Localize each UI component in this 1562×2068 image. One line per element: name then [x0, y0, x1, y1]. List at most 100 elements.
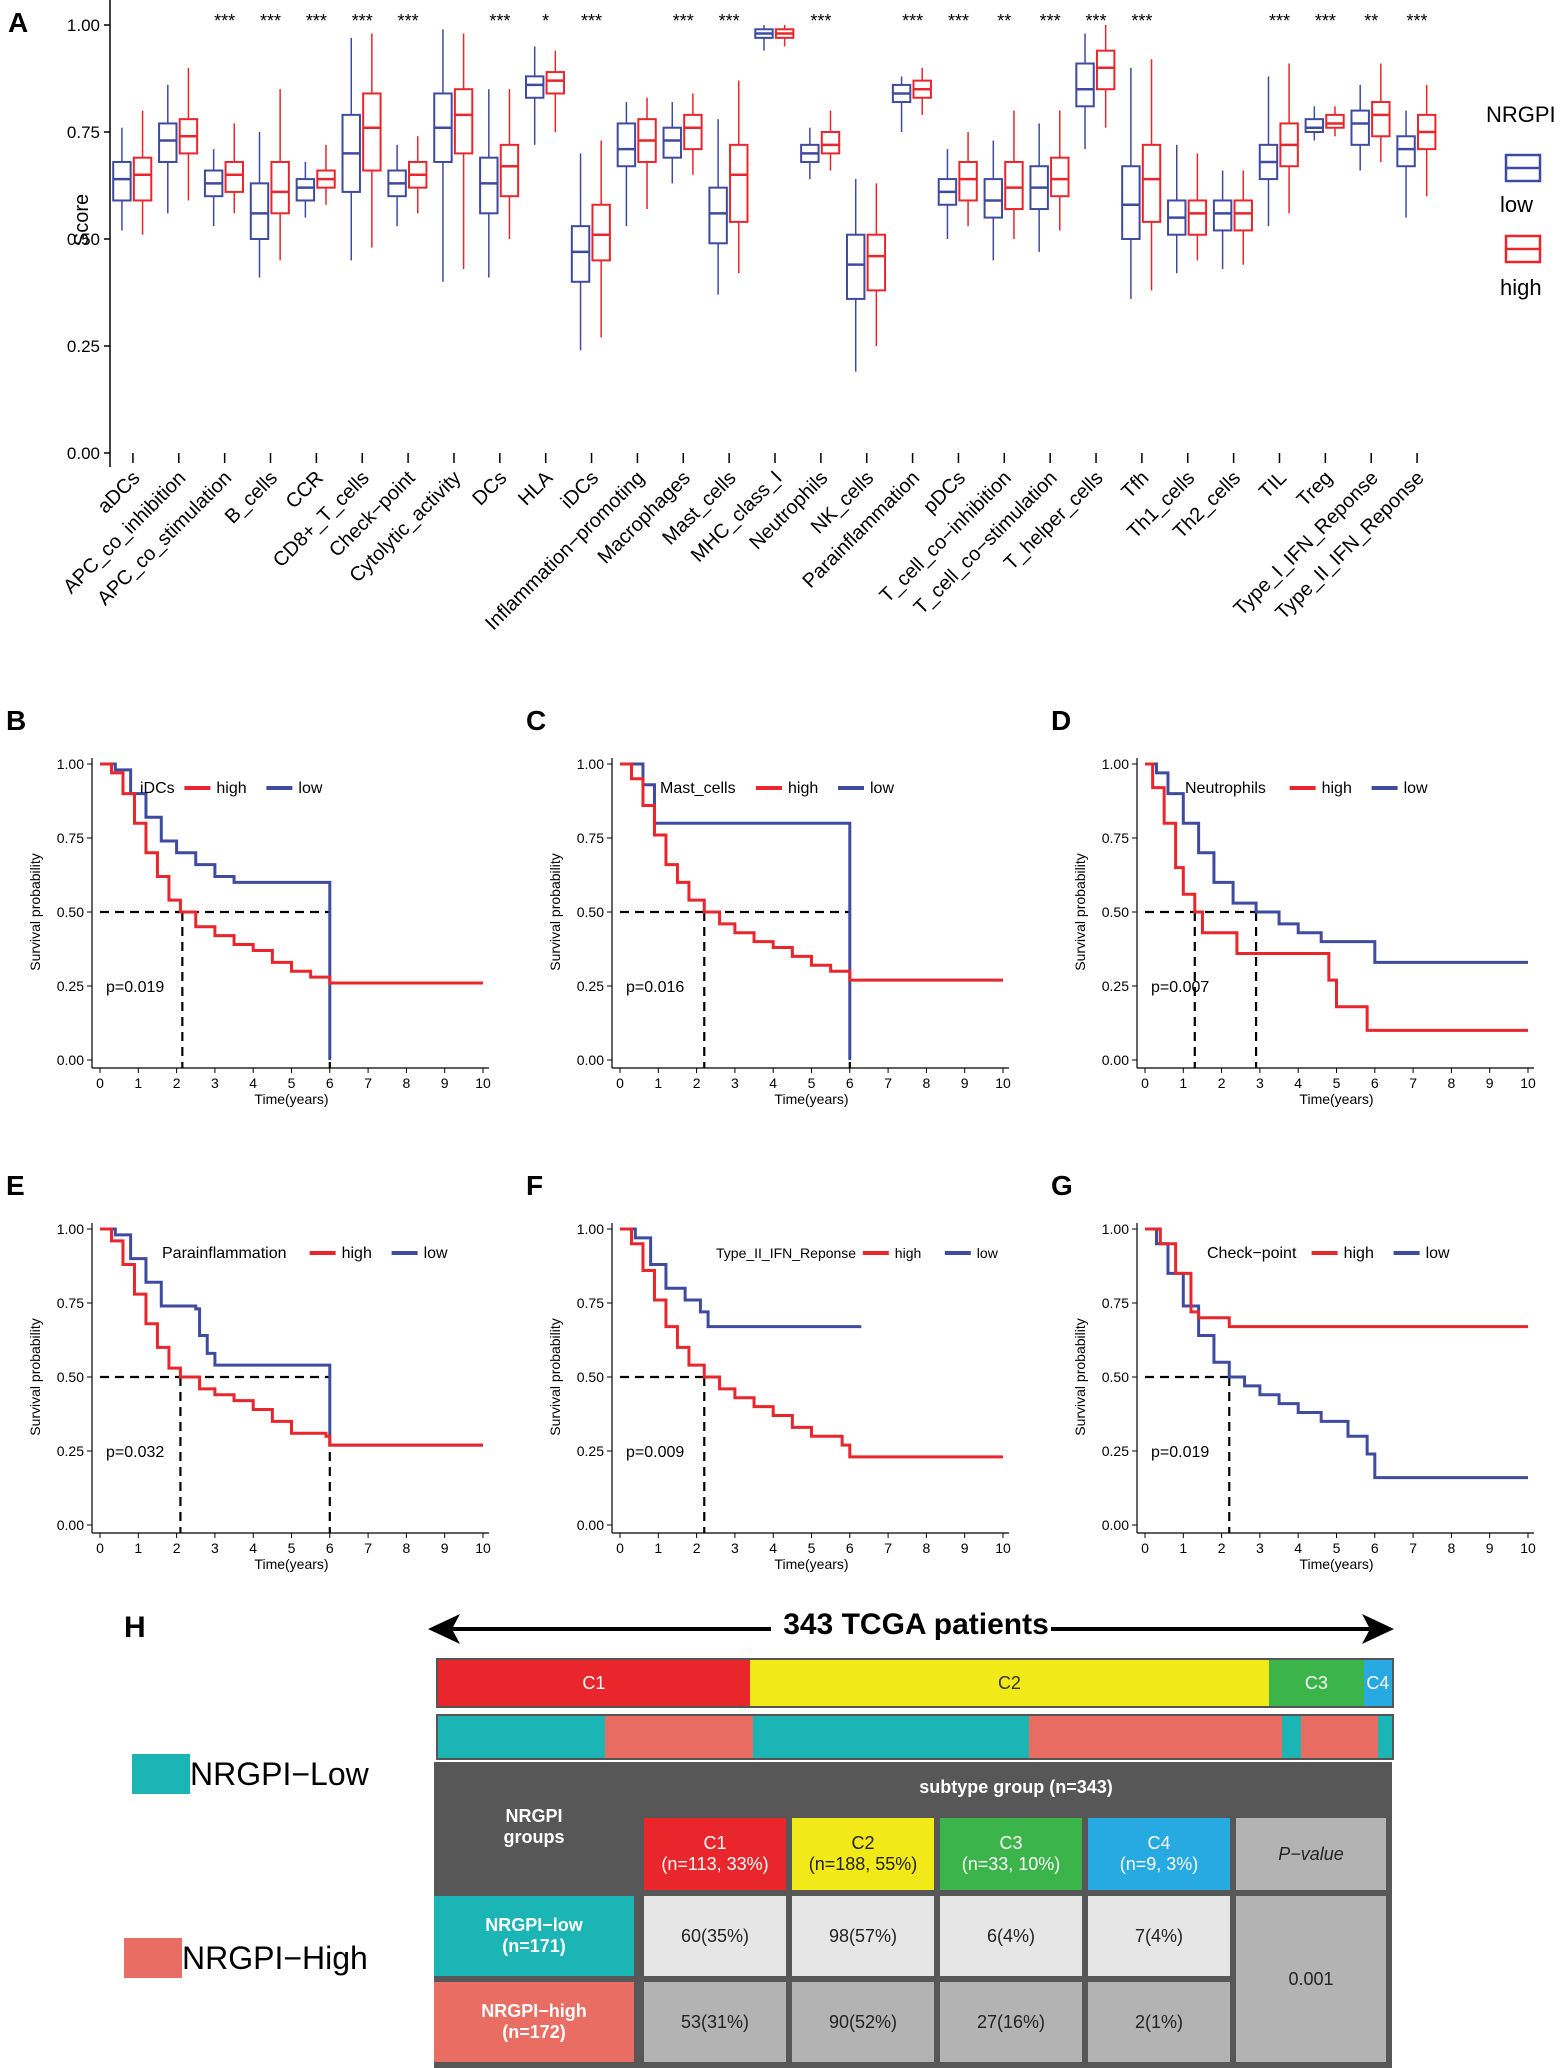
box-rect — [846, 233, 866, 300]
x-tick-label: 6 — [846, 1075, 854, 1091]
x-axis-label: Time(years) — [774, 1556, 848, 1572]
y-tick-label: 0.75 — [1102, 830, 1129, 846]
y-tick-label: 0.25 — [67, 337, 100, 356]
row-label-nrgpi−low: NRGPI−low (n=171) — [434, 1896, 634, 1976]
box-rect — [958, 160, 978, 202]
x-tick-label: 3 — [731, 1075, 739, 1091]
significance-label: *** — [1086, 11, 1107, 31]
box-rect — [591, 203, 611, 262]
km-curve-high — [1145, 762, 1528, 1032]
x-tick-label: 10 — [1520, 1075, 1536, 1091]
box-rect — [683, 113, 703, 151]
box-high — [1279, 63, 1299, 214]
box-rect — [708, 186, 728, 245]
y-tick-label: 0.75 — [1102, 1295, 1129, 1311]
x-tick-label: 8 — [403, 1075, 411, 1091]
x-tick-label: 3 — [731, 1540, 739, 1556]
p-value-cell: 0.001 — [1236, 1896, 1386, 2062]
x-tick-label: 3 — [1256, 1075, 1264, 1091]
y-tick-label: 0.25 — [1102, 1443, 1129, 1459]
y-tick-label: 0.75 — [57, 1295, 84, 1311]
legend-title: NRGPI — [1486, 102, 1556, 127]
y-tick-label: 1.00 — [577, 756, 604, 772]
box-rect — [1004, 160, 1024, 211]
x-tick-label: 8 — [923, 1540, 931, 1556]
box-low — [570, 153, 591, 351]
x-tick-label: 1 — [1179, 1075, 1187, 1091]
box-low — [616, 102, 637, 227]
box-rect — [295, 178, 316, 202]
y-axis-label: Survival probability — [1072, 1318, 1088, 1436]
x-tick-label: 5 — [1333, 1075, 1341, 1091]
box-low — [1212, 170, 1233, 269]
y-tick-label: 0.50 — [577, 1369, 604, 1385]
box-low — [112, 127, 132, 231]
nrgpi-segment-teal — [1377, 1716, 1392, 1758]
x-tick-label: 9 — [961, 1075, 969, 1091]
x-tick-label: 8 — [403, 1540, 411, 1556]
significance-label: *** — [1315, 11, 1336, 31]
significance-label: *** — [1407, 11, 1428, 31]
x-tick-label: 7 — [884, 1075, 892, 1091]
table-cell: 2(1%) — [1088, 1982, 1230, 2062]
y-tick-label: 0.25 — [577, 978, 604, 994]
box-low — [158, 84, 178, 214]
y-tick-label: 1.00 — [57, 1221, 84, 1237]
x-tick-label: 2 — [693, 1075, 701, 1091]
box-high — [362, 33, 382, 248]
km-panel-g: G 0.00 0.25 0.50 0.75 1.00 0 1 2 3 4 5 6 7 8 9 10 Time(ye… — [1051, 1170, 1536, 1572]
panel-label: E — [6, 1170, 25, 1201]
nrgpi-segment-salmon — [604, 1716, 753, 1758]
significance-label: *** — [1131, 11, 1152, 31]
box-low — [1350, 84, 1370, 171]
x-tick-label: 8 — [1448, 1075, 1456, 1091]
box-rect — [524, 75, 545, 99]
box-high — [637, 97, 657, 210]
box-high — [958, 132, 978, 227]
subtype-segment-c1: C1 — [438, 1660, 750, 1706]
significance-label: * — [542, 11, 549, 31]
legend-title: Type_II_IFN_Reponse — [716, 1245, 856, 1261]
legend-label: low — [1500, 192, 1533, 217]
y-tick-label: 0.50 — [1102, 1369, 1129, 1385]
y-tick-label: 0.50 — [57, 904, 84, 920]
header-subtype-group: subtype group (n=343) — [640, 1762, 1392, 1812]
x-axis-label: Time(years) — [1299, 1091, 1373, 1107]
y-tick-label: 1.00 — [57, 756, 84, 772]
box-high — [912, 67, 932, 115]
legend-title: Parainflammation — [162, 1245, 287, 1262]
box-rect — [1050, 156, 1070, 198]
x-tick-label: 3 — [211, 1540, 219, 1556]
x-tick-label: 9 — [441, 1540, 449, 1556]
box-low — [341, 37, 361, 261]
y-axis-label: Score — [71, 194, 93, 246]
panel-label: G — [1051, 1170, 1073, 1201]
significance-label: *** — [352, 11, 373, 31]
x-tick-label: B_cells — [221, 467, 282, 528]
y-tick-label: 0.25 — [57, 1443, 84, 1459]
box-rect — [224, 160, 245, 193]
x-tick-label: 2 — [1218, 1540, 1226, 1556]
y-tick-label: 0.00 — [67, 444, 100, 463]
y-tick-label: 0.00 — [1102, 1052, 1129, 1068]
box-rect — [866, 233, 887, 292]
box-low — [479, 89, 499, 278]
y-axis-label: Survival probability — [27, 853, 43, 971]
table-cell: 90(52%) — [792, 1982, 934, 2062]
header-col-c4: C4 (n=9, 3%) — [1088, 1818, 1230, 1890]
subtype-segment-c4: C4 — [1363, 1660, 1392, 1706]
x-tick-label: 7 — [884, 1540, 892, 1556]
x-tick-label: 7 — [1409, 1540, 1417, 1556]
box-high — [132, 110, 153, 235]
y-tick-label: 1.00 — [1102, 756, 1129, 772]
legend-high-label: high — [1344, 1245, 1374, 1262]
x-tick-label: 1 — [654, 1075, 662, 1091]
legend-high-label: high — [788, 780, 818, 797]
header-col-c1: C1 (n=113, 33%) — [644, 1818, 786, 1890]
header-nrgpi-groups: NRGPI groups — [434, 1762, 634, 1892]
box-high — [224, 123, 245, 214]
subtype-segment-c2: C2 — [749, 1660, 1270, 1706]
legend-low-label: low — [424, 1245, 448, 1262]
box-rect — [479, 156, 499, 215]
km-panel-f: F 0.00 0.25 0.50 0.75 1.00 0 1 2 3 4 5 6 7 8 9 10 Time(ye… — [526, 1170, 1011, 1572]
